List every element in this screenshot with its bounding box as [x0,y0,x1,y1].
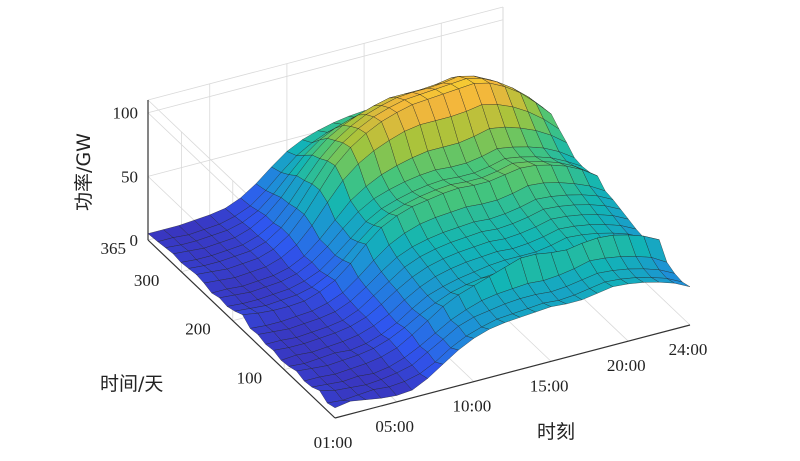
x-tick-label: 15:00 [530,376,569,395]
y-tick-label: 100 [237,369,263,388]
surface-layer [147,75,691,409]
grid-back-top [147,6,504,101]
x-axis-title: 时刻 [537,421,575,443]
y-axis-title: 时间/天 [100,373,163,395]
tick-labels: 01:00 05:00 10:00 15:00 20:00 24:00 100 200 300 3… [101,104,708,452]
y-tick-label: 300 [134,271,160,290]
x-tick-label: 01:00 [314,433,353,452]
surface-cell [666,278,691,288]
y-tick-label: 365 [101,239,127,258]
x-axis-line [334,324,691,419]
x-tick-label: 20:00 [607,356,646,375]
x-tick-label: 24:00 [669,340,708,359]
grid-back-z [147,19,504,114]
y-tick-label: 200 [185,320,211,339]
x-tick-label: 05:00 [375,417,414,436]
x-tick-label: 10:00 [453,397,492,416]
z-tick-label: 50 [121,167,138,186]
z-tick-label: 0 [130,231,139,250]
y-axis-line [147,239,336,419]
z-axis-title: 功率/GW [73,133,95,211]
z-tick-label: 100 [113,104,139,123]
axes-layer [147,100,691,419]
